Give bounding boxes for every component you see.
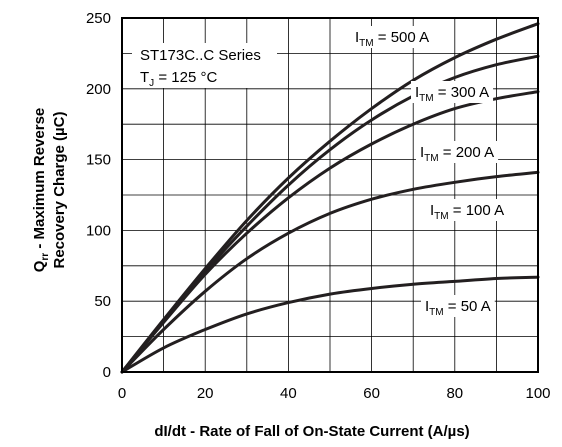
x-tick-label: 0 (118, 385, 126, 402)
series-label-background (426, 199, 509, 221)
series-label-value: = 200 A (439, 144, 494, 161)
y-axis-title-line2: Recovery Charge (µC) (51, 111, 68, 268)
series-label-subscript: TM (359, 38, 373, 49)
series-label-symbol: I (355, 29, 359, 46)
series-label: ITM = 100 A (426, 199, 509, 222)
x-tick-label: 20 (197, 385, 214, 402)
series-label: ITM = 500 A (351, 26, 434, 49)
series-label-subscript: TM (419, 93, 433, 104)
series-label-value: = 100 A (449, 202, 504, 219)
series-label-symbol: I (425, 298, 429, 315)
series-label: ITM = 200 A (416, 141, 499, 164)
series-label-text: ITM = 500 A (355, 29, 429, 49)
series-line (120, 275, 540, 374)
series-label-text: ITM = 200 A (420, 144, 494, 164)
series-label-background (351, 26, 434, 48)
series-label: ITM = 50 A (421, 295, 495, 318)
y-axis-title-subscript: rr (40, 253, 51, 261)
series-info-box: ST173C..C Series TJ = 125 °C (132, 43, 277, 89)
y-tick-label: 150 (86, 152, 111, 169)
series-label-subscript: TM (434, 211, 448, 222)
series-label-symbol: I (430, 202, 434, 219)
series-line (120, 170, 540, 374)
plot-frame (121, 17, 539, 373)
y-tick-label: 100 (86, 222, 111, 239)
series-label: ITM = 300 A (411, 81, 494, 104)
x-axis-title: dI/dt - Rate of Fall of On-State Current… (154, 423, 469, 440)
junction-temp-subscript: J (149, 78, 154, 89)
y-axis-ticks: 0 50 100 150 200 250 (86, 10, 111, 381)
series-label-text: ITM = 100 A (430, 202, 504, 222)
series-label-text: ITM = 50 A (425, 298, 491, 318)
x-tick-label: 40 (280, 385, 297, 402)
series-label-background (411, 81, 494, 103)
y-tick-label: 0 (103, 364, 111, 381)
series-label-background (416, 141, 499, 163)
series-label-value: = 300 A (434, 84, 489, 101)
y-axis-title-rest: - Maximum Reverse (31, 108, 48, 253)
series-curves (120, 22, 540, 374)
series-label-value: = 500 A (374, 29, 429, 46)
series-label-symbol: I (420, 144, 424, 161)
x-axis-ticks: 0 20 40 60 80 100 (118, 385, 551, 402)
series-label-symbol: I (415, 84, 419, 101)
x-tick-label: 80 (446, 385, 463, 402)
y-axis-title: Qrr - Maximum Reverse Recovery Charge (µ… (31, 108, 68, 273)
x-tick-label: 60 (363, 385, 380, 402)
junction-temp-symbol: T (140, 69, 149, 86)
y-tick-label: 250 (86, 10, 111, 27)
y-tick-label: 50 (94, 293, 111, 310)
junction-temp-label: TJ = 125 °C (140, 69, 217, 89)
series-label-subscript: TM (424, 153, 438, 164)
series-label-subscript: TM (429, 307, 443, 318)
series-line (120, 90, 540, 374)
series-label-background (421, 295, 495, 317)
series-label-text: ITM = 300 A (415, 84, 489, 104)
y-axis-title-symbol: Q (31, 260, 48, 272)
junction-temp-value: = 125 °C (154, 69, 217, 86)
grid (122, 18, 538, 372)
series-name-label: ST173C..C Series (140, 47, 261, 64)
y-axis-title-line1: Qrr - Maximum Reverse (31, 108, 51, 273)
series-label-value: = 50 A (444, 298, 491, 315)
y-tick-label: 200 (86, 81, 111, 98)
x-tick-label: 100 (525, 385, 550, 402)
